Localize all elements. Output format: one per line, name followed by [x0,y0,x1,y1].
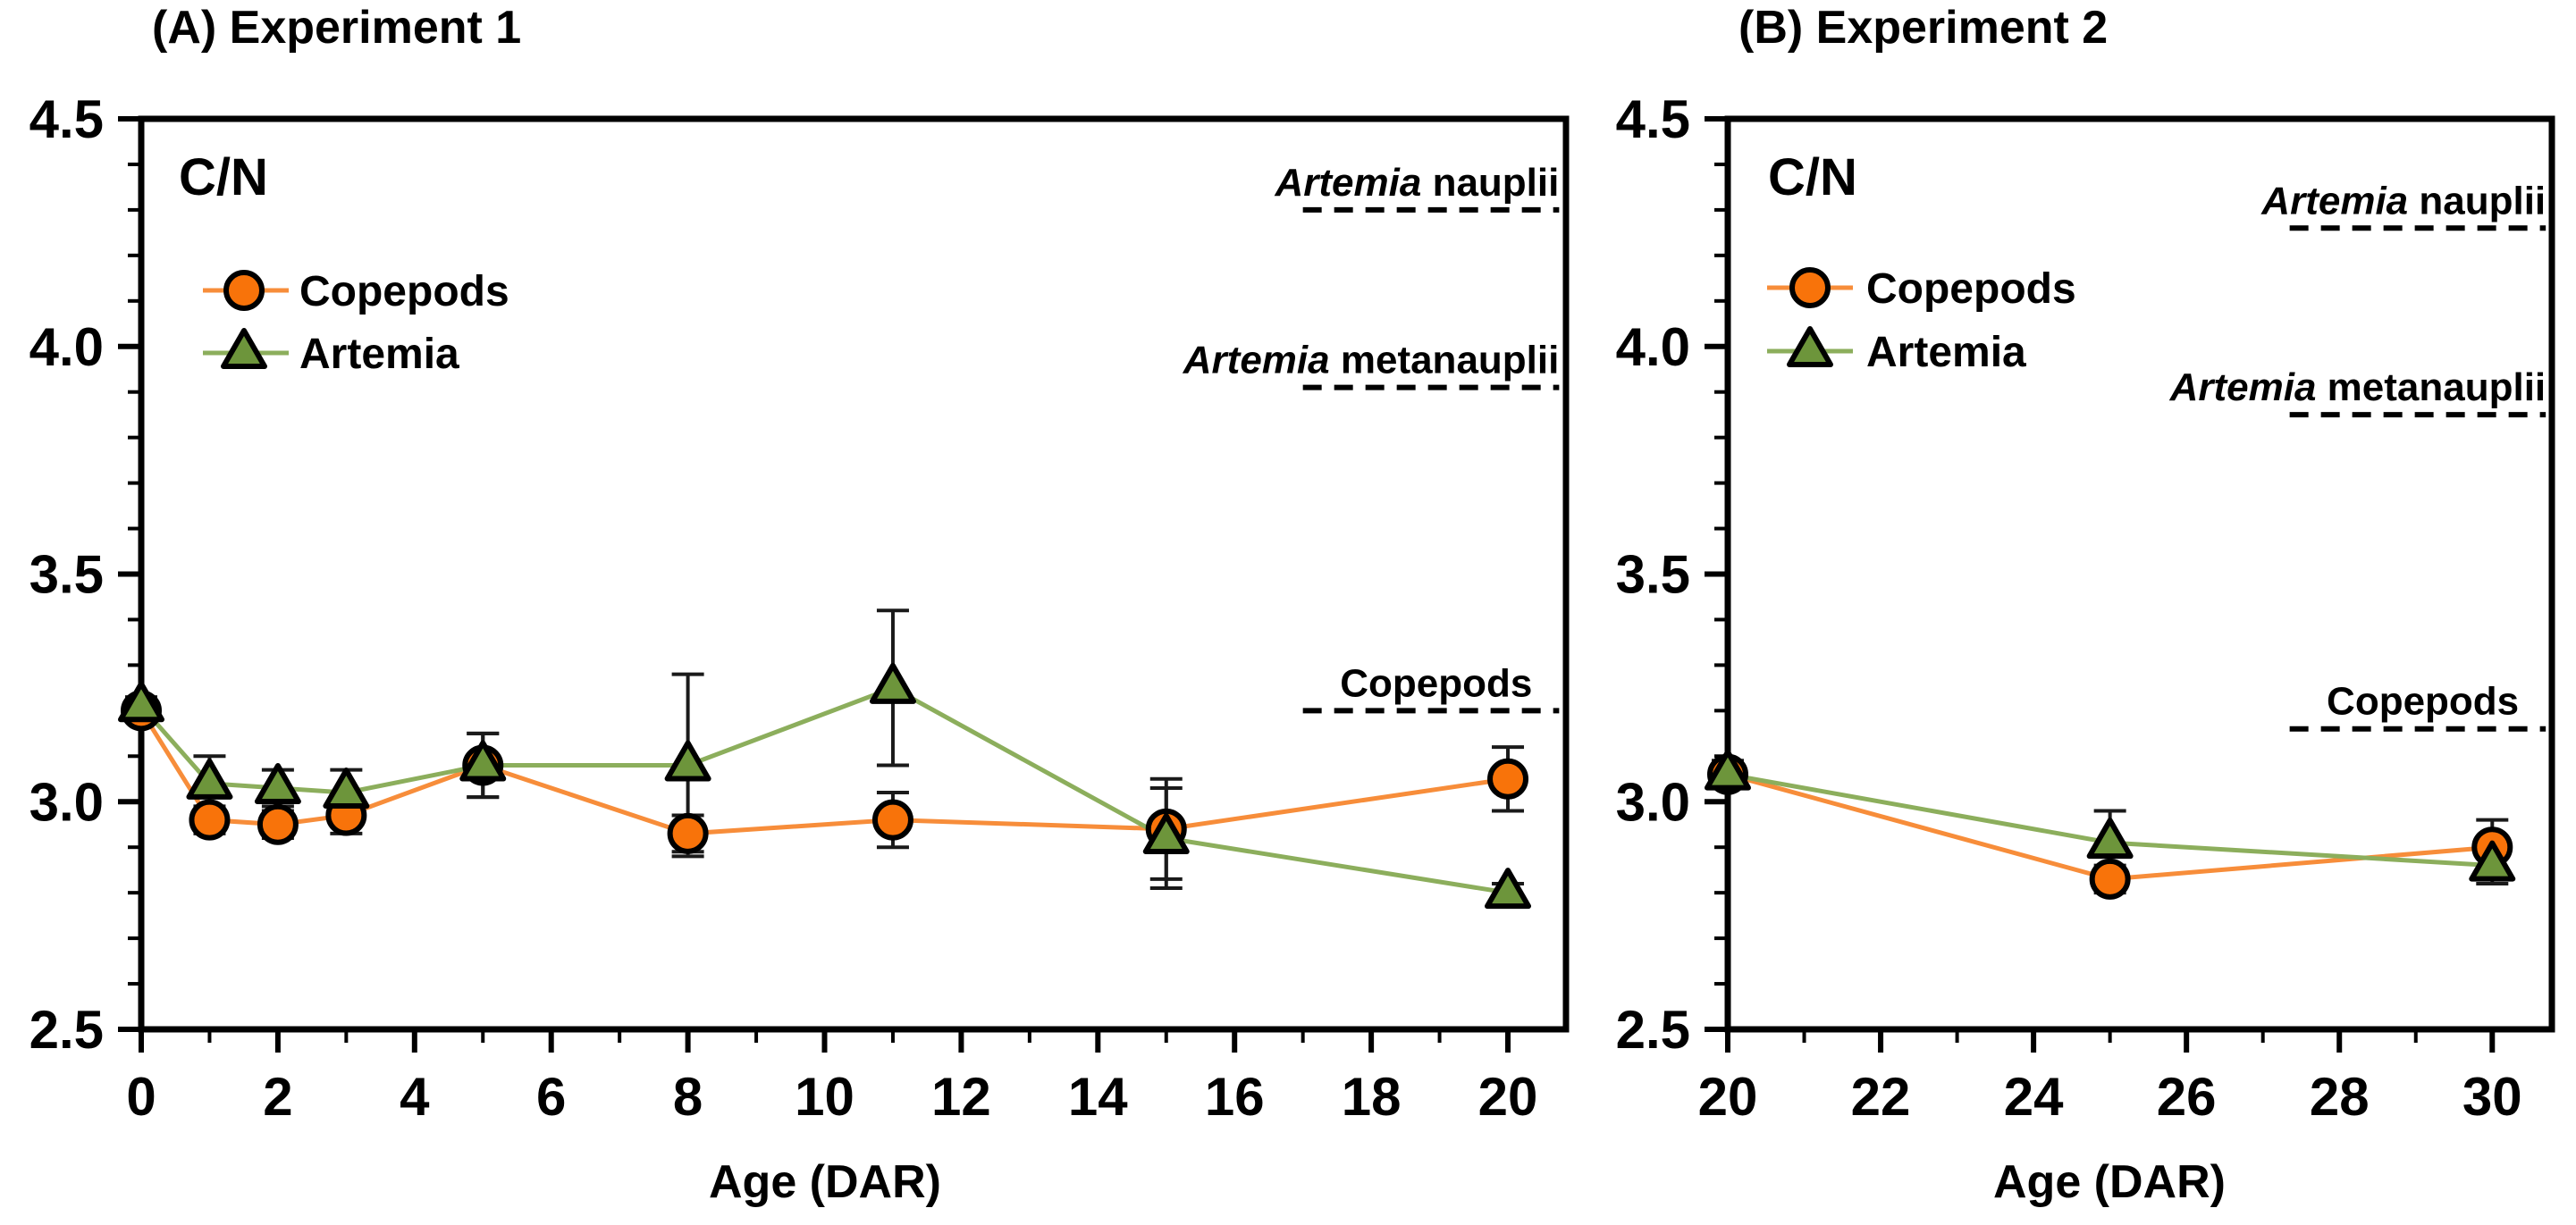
legend-label-copepods: Copepods [299,268,509,315]
y-tick-label: 3.5 [1616,545,1690,605]
artemia-marker [1485,868,1532,910]
panel-a-xaxis-label: Age (DAR) [709,1156,941,1208]
x-tick-label: 14 [1068,1067,1128,1127]
artemia-marker [2086,818,2134,860]
x-tick-label: 26 [2157,1067,2217,1127]
copepods-marker [257,803,299,845]
y-tick-label: 3.5 [29,545,104,605]
y-tick-label: 3.0 [29,772,104,832]
artemia-legend-marker [1787,326,1833,367]
reference-label-copepods: Copepods [1340,661,1532,705]
copepods-marker [871,799,913,841]
x-tick-label: 24 [2004,1067,2064,1127]
legend-item-artemia: Artemia [203,328,459,378]
artemia-marker [2469,840,2516,882]
x-tick-label: 16 [1205,1067,1265,1127]
artemia-marker [186,758,233,800]
artemia-marker [459,740,507,782]
reference-label-metanauplii: Artemia metanauplii [2169,365,2547,409]
copepods-marker [1487,758,1529,800]
reference-label-nauplii: Artemia nauplii [1274,161,1559,205]
y-tick-label: 3.0 [1616,772,1690,832]
panel-b-cn-label: C/N [1768,148,1857,206]
artemia-marker [323,768,370,810]
x-tick-label: 22 [1851,1067,1911,1127]
y-tick-label: 4.0 [1616,317,1690,377]
artemia-marker [664,740,711,782]
legend-item-artemia: Artemia [1767,326,2026,376]
copepods-legend-marker [223,270,265,311]
copepods-legend-marker [1789,267,1831,308]
y-tick-label: 2.5 [1616,1000,1690,1060]
artemia-marker [1142,813,1190,855]
legend-item-copepods: Copepods [203,268,509,315]
x-tick-label: 2 [263,1067,292,1127]
plot-border [138,115,1570,1033]
artemia-marker [118,681,164,723]
artemia-marker [254,762,301,804]
reference-label-metanauplii: Artemia metanauplii [1183,339,1560,382]
copepods-marker [667,812,709,854]
panel-b-plot-area: 2.5 3.0 3.5 4.0 4.5 20 22 24 26 28 30 Artemia naupl… [1616,89,2555,1127]
legend-label-artemia: Artemia [1866,329,2026,376]
panel-a-cn-label: C/N [179,148,268,206]
x-tick-label: 6 [536,1067,566,1127]
artemia-marker [1705,749,1751,791]
copepods-marker [189,799,231,841]
x-tick-label: 12 [931,1067,991,1127]
x-tick-label: 20 [1698,1067,1758,1127]
y-tick-label: 4.5 [1616,89,1690,149]
reference-label-copepods: Copepods [2327,680,2519,724]
x-tick-label: 30 [2462,1067,2522,1127]
legend-label-copepods: Copepods [1866,265,2076,313]
x-tick-label: 4 [400,1067,430,1127]
x-tick-label: 28 [2310,1067,2370,1127]
panel-a-title: (A) Experiment 1 [152,2,521,54]
y-tick-label: 4.5 [29,89,104,149]
x-tick-label: 8 [673,1067,703,1127]
copepods-marker [2089,858,2131,900]
panel-b-title: (B) Experiment 2 [1738,2,2108,54]
artemia-legend-marker [221,328,267,369]
x-tick-label: 0 [126,1067,156,1127]
artemia-marker [869,662,916,704]
plot-border [1724,115,2555,1033]
panel-a-plot-area: 2.5 3.0 3.5 4.0 4.5 0 2 4 6 8 10 12 14 16 18 20 Artemia … [29,89,1570,1127]
x-tick-label: 20 [1478,1067,1538,1127]
legend-label-artemia: Artemia [299,331,459,378]
y-tick-label: 4.0 [29,317,104,377]
x-tick-label: 18 [1342,1067,1402,1127]
y-tick-label: 2.5 [29,1000,104,1060]
legend-item-copepods: Copepods [1767,265,2076,313]
panel-b-xaxis-label: Age (DAR) [1993,1156,2226,1208]
x-tick-label: 10 [795,1067,854,1127]
reference-label-nauplii: Artemia nauplii [2260,179,2546,222]
